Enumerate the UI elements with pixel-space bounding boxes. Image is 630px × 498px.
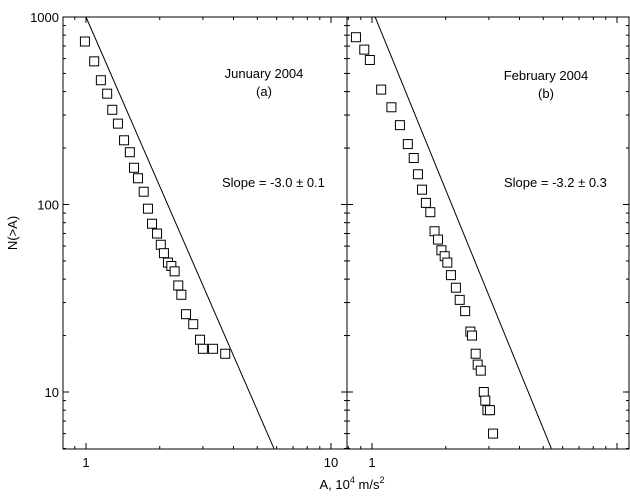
panel-b-slope: Slope = -3.2 ± 0.3 [504, 175, 607, 190]
panel-b-data-point [350, 32, 361, 43]
panel-b-data-point [376, 84, 387, 95]
panel-b-data-point [420, 197, 431, 208]
panel-a-data-point [147, 218, 158, 229]
panel-b-data-point [450, 282, 461, 293]
panel-a-data-point [112, 118, 123, 129]
panel-b-data-point [480, 395, 491, 406]
panel-a-ytick-label: 100 [37, 198, 59, 213]
panel-b-xtick-label: 1 [368, 455, 375, 470]
x-axis-label-unit-exp: 2 [379, 475, 384, 485]
x-axis-label: A, 104 m/s2 [320, 475, 385, 492]
y-axis-label: N(>A) [5, 216, 20, 250]
panel-b-data-point [408, 153, 419, 164]
panel-b-data-point [394, 120, 405, 131]
panel-a-data-point [138, 186, 149, 197]
panel-a-ytick-label: 1000 [30, 10, 59, 25]
panel-a-data-point [195, 334, 206, 345]
panel-a-data-point [107, 104, 118, 115]
panel-b-frame [346, 16, 630, 450]
panel-a-data-point [176, 289, 187, 300]
panel-a-data-point [79, 36, 90, 47]
panel-b-data-point [470, 348, 481, 359]
panel-b-data-point [386, 102, 397, 113]
panel-a-data-point [169, 266, 180, 277]
panel-b-data-point [402, 139, 413, 150]
panel-a-data-point [102, 88, 113, 99]
panel-a-data-point [158, 248, 169, 259]
panel-a-data-point [89, 56, 100, 67]
x-axis-label-unit: m/s [355, 477, 380, 492]
panel-b-data-point [478, 387, 489, 397]
panel-b-data-point [364, 54, 375, 65]
panel-b-fit-line [374, 16, 552, 449]
panel-b-data-point [425, 207, 436, 218]
panel-b-data-point [484, 405, 495, 416]
panel-a-data-point [188, 319, 199, 330]
panel-a-data-point [119, 135, 130, 146]
panel-a-xtick-label: 1 [82, 455, 89, 470]
panel-a-data-point [152, 228, 163, 239]
panel-a-xtick-label: 10 [324, 455, 338, 470]
panel-b-data-point [429, 226, 440, 237]
panel-a-data-point [220, 348, 231, 359]
panel-b-data-point [467, 330, 478, 341]
panel-a-slope: Slope = -3.0 ± 0.1 [222, 175, 325, 190]
panel-a-data-point [142, 203, 153, 214]
panel-b-label: (b) [538, 86, 554, 101]
panel-b-data-point [460, 306, 471, 317]
panel-a-data-point [128, 162, 139, 173]
panel-b-data-point [417, 184, 428, 195]
panel-b-data-point [359, 44, 370, 55]
chart-marks: 1 10 10 100 1000 1 [30, 10, 629, 470]
panel-b-data-point [445, 270, 456, 281]
panel-b-title: February 2004 [504, 68, 589, 83]
x-axis-label-prefix: A, 10 [320, 477, 350, 492]
panel-a-label: (a) [256, 84, 272, 99]
panel-a-data-point [173, 280, 184, 291]
panel-a-data-point [95, 75, 106, 86]
panel-b-data-point [454, 294, 465, 305]
panel-b-data-point [442, 257, 453, 268]
panel-a-data-point [132, 173, 143, 184]
panel-a-ytick-label: 10 [45, 385, 59, 400]
panel-a-title: Junuary 2004 [225, 66, 304, 81]
panel-b-data-point [412, 169, 423, 180]
x-axis-label-exp: 4 [350, 475, 355, 485]
panel-a-data-point [197, 343, 208, 354]
panel-b-data-point [488, 428, 499, 439]
panel-a-data-point [181, 309, 192, 320]
panel-a-fit-line [85, 16, 275, 449]
panel-b-data-point [433, 234, 444, 245]
panel-a-data-point [155, 239, 166, 250]
panel-a-data-point [124, 147, 135, 158]
panel-a-data-point [208, 343, 219, 354]
panel-b-data-point [475, 365, 486, 376]
